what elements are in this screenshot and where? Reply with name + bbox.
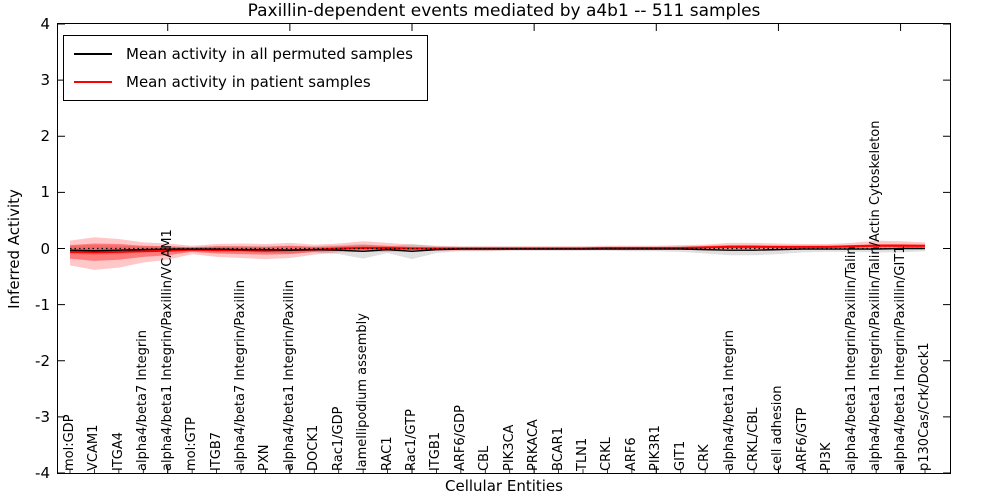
permuted-line-sample [74, 53, 112, 55]
y-tick-label: -4 [35, 464, 50, 482]
x-category-label: CRKL [599, 437, 615, 471]
x-category-label: alpha4/beta7 Integrin/Paxillin [233, 279, 248, 471]
x-category-label: alpha4/beta1 Integrin/Paxillin/Talin/Act… [868, 120, 884, 471]
y-tick-label: 2 [40, 127, 50, 146]
x-category-label: CRK [697, 444, 713, 471]
y-tick-label: 3 [40, 71, 50, 90]
legend-label-patient: Mean activity in patient samples [126, 73, 371, 91]
x-category-label: PIK3R1 [648, 425, 664, 471]
x-category-label: alpha4/beta1 Integrin/Paxillin [281, 279, 297, 471]
x-category-label: GIT1 [672, 440, 688, 471]
patient-line-sample [74, 81, 112, 83]
chart-title: Paxillin-dependent events mediated by a4… [247, 1, 761, 21]
x-category-label: ARF6/GTP [794, 407, 810, 471]
x-category-label: VCAM1 [86, 424, 102, 471]
x-category-label: PI3K [819, 442, 835, 471]
x-category-label: ITGB1 [428, 431, 444, 471]
patient-samples-outer-range-band [70, 237, 925, 270]
y-tick-label: 1 [40, 183, 50, 202]
x-category-label: TLN1 [575, 437, 590, 471]
x-axis-label: Cellular Entities [445, 477, 563, 495]
x-category-label: ARF6/GDP [452, 405, 468, 471]
y-tick-label: -2 [35, 351, 50, 370]
x-category-label: ITGB7 [208, 431, 224, 471]
x-category-label: Rac1/GDP [330, 406, 346, 471]
x-category-label: mol:GTP [184, 417, 200, 471]
x-category-label: alpha4/beta1 Integrin/Paxillin/Talin [843, 246, 859, 471]
x-category-label: alpha4/beta1 Integrin/Paxillin/VCAM1 [159, 229, 175, 471]
legend-item-permuted: Mean activity in all permuted samples [74, 45, 413, 63]
x-category-label: cell adhesion [770, 385, 786, 471]
x-category-label: alpha4/beta7 Integrin [135, 329, 151, 471]
y-tick-label: 0 [40, 239, 50, 258]
plot-svg [58, 24, 950, 473]
x-category-label: PXN [257, 444, 273, 471]
x-category-label: mol:GDP [62, 414, 77, 471]
x-category-label: ARF6 [623, 437, 639, 471]
legend-item-patient: Mean activity in patient samples [74, 73, 413, 91]
plot-area: Mean activity in all permuted samples Me… [57, 23, 951, 474]
x-category-label: p130Cas/Crk/Dock1 [917, 342, 932, 471]
x-category-label: PIK3CA [501, 424, 517, 471]
legend: Mean activity in all permuted samples Me… [63, 35, 428, 101]
x-category-label: lamellipodium assembly [355, 313, 371, 471]
x-category-label: alpha4/beta1 Integrin/Paxillin/GIT1 [892, 245, 908, 471]
x-category-label: alpha4/beta1 Integrin [721, 329, 737, 471]
x-category-label: CRKL/CBL [746, 407, 761, 472]
x-category-label: PRKACA [526, 419, 542, 471]
x-category-label: ITGA4 [110, 431, 126, 471]
x-category-label: BCAR1 [550, 427, 566, 471]
x-category-label: DOCK1 [306, 424, 322, 471]
legend-label-permuted: Mean activity in all permuted samples [126, 45, 413, 63]
y-tick-label: -1 [35, 295, 50, 314]
y-tick-label: 4 [40, 15, 50, 33]
x-category-label: RAC1 [379, 436, 395, 471]
x-category-label: CBL [477, 445, 493, 471]
y-tick-label: -3 [35, 407, 50, 426]
x-category-label: Rac1/GTP [404, 409, 419, 471]
